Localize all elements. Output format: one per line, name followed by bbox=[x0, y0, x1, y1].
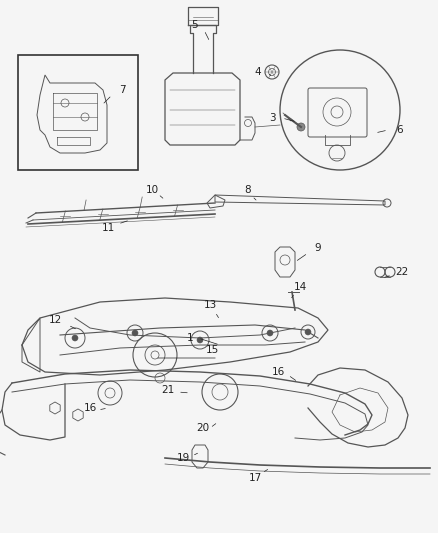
Circle shape bbox=[267, 330, 273, 336]
Text: 7: 7 bbox=[119, 85, 125, 95]
Text: 12: 12 bbox=[48, 315, 62, 325]
Bar bbox=[18, 55, 138, 170]
Text: 13: 13 bbox=[203, 300, 217, 310]
Text: 21: 21 bbox=[161, 385, 175, 395]
Text: 3: 3 bbox=[268, 113, 276, 123]
Text: 4: 4 bbox=[254, 67, 261, 77]
Text: 20: 20 bbox=[196, 423, 209, 433]
Text: 14: 14 bbox=[293, 282, 307, 292]
Text: 19: 19 bbox=[177, 453, 190, 463]
Circle shape bbox=[132, 330, 138, 336]
Text: 1: 1 bbox=[187, 333, 193, 343]
Circle shape bbox=[197, 337, 203, 343]
Text: 11: 11 bbox=[101, 223, 115, 233]
Text: 6: 6 bbox=[397, 125, 403, 135]
Text: 10: 10 bbox=[145, 185, 159, 195]
Text: 16: 16 bbox=[272, 367, 285, 377]
Circle shape bbox=[305, 329, 311, 335]
Circle shape bbox=[297, 123, 305, 131]
Text: 9: 9 bbox=[314, 243, 321, 253]
Text: 5: 5 bbox=[192, 20, 198, 30]
Circle shape bbox=[72, 335, 78, 341]
Text: 15: 15 bbox=[205, 345, 219, 355]
Text: 17: 17 bbox=[248, 473, 261, 483]
Text: 8: 8 bbox=[245, 185, 251, 195]
Text: 16: 16 bbox=[83, 403, 97, 413]
Text: 22: 22 bbox=[396, 267, 409, 277]
